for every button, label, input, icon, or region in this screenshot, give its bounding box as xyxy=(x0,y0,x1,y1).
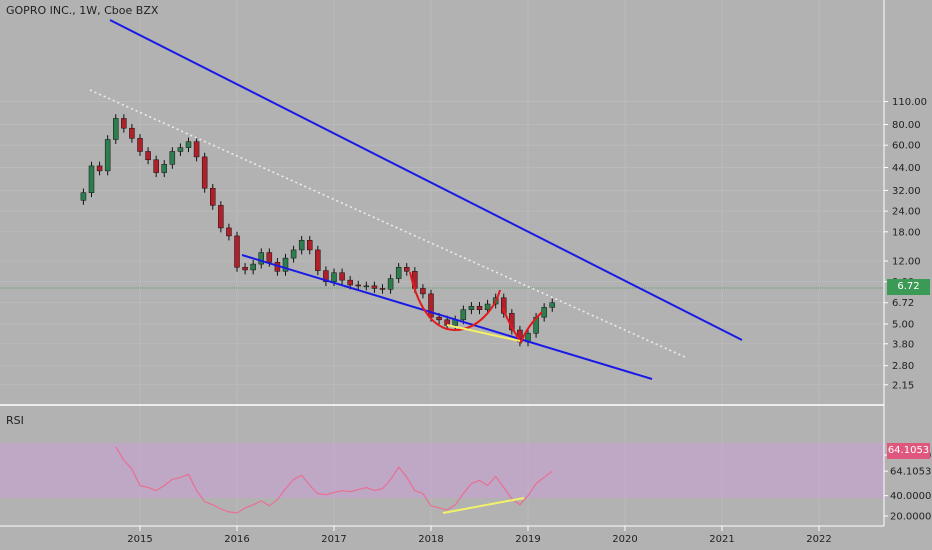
candle-body xyxy=(290,249,297,259)
price-tick-label: 44.00 xyxy=(892,163,921,174)
rsi-line xyxy=(115,446,553,514)
candle-body xyxy=(137,138,143,152)
candle-body xyxy=(460,309,467,321)
candle-body xyxy=(436,316,442,321)
price-tick-label: 80.00 xyxy=(892,120,921,131)
time-tick-label: 2018 xyxy=(418,534,443,545)
price-divergence-line[interactable] xyxy=(446,324,521,342)
last-price-badge: 6.72 xyxy=(887,279,930,295)
price-tick-label: 6.72 xyxy=(892,298,914,309)
candle-body xyxy=(177,147,184,152)
candle-body xyxy=(339,272,345,281)
candle-body xyxy=(104,139,111,172)
candle-body xyxy=(80,192,87,201)
candle-body xyxy=(145,151,151,161)
chart-title: GOPRO INC., 1W, Cboe BZX xyxy=(6,4,159,17)
candle-body xyxy=(250,263,256,271)
rsi-value-badge: 64.1053 xyxy=(887,443,930,459)
candle-body xyxy=(468,306,475,310)
candle-body xyxy=(169,151,176,165)
rsi-title: RSI xyxy=(6,414,24,427)
rsi-tick-label: 64.1053 xyxy=(890,467,931,478)
candle-body xyxy=(161,164,167,173)
price-tick-label: 60.00 xyxy=(892,141,921,152)
candle-body xyxy=(347,279,353,286)
candle-body xyxy=(282,257,289,272)
candle-body xyxy=(210,187,216,206)
candle-body xyxy=(404,267,410,272)
candle-body xyxy=(113,118,119,140)
grid-lines xyxy=(0,0,884,526)
candle-body xyxy=(387,278,394,290)
candle-body xyxy=(242,267,248,271)
candle-body xyxy=(323,270,329,282)
candle-body xyxy=(153,159,159,173)
price-tick-label: 3.80 xyxy=(892,339,914,350)
lower-trend-line[interactable] xyxy=(241,254,653,380)
time-axis-labels: 2015 2016 2017 2018 2019 2020 2021 2022 xyxy=(127,526,832,545)
price-axis-background xyxy=(884,0,932,526)
upper-trend-line[interactable] xyxy=(109,19,743,341)
candle-body xyxy=(201,156,208,189)
candle-body xyxy=(428,293,434,318)
candle-body xyxy=(363,285,370,288)
time-tick-label: 2020 xyxy=(612,534,637,545)
time-tick-label: 2019 xyxy=(515,534,540,545)
rsi-band xyxy=(0,443,884,498)
candle-body xyxy=(121,118,127,129)
candle-body xyxy=(315,249,321,271)
price-tick-label: 32.00 xyxy=(892,186,921,197)
time-tick-label: 2016 xyxy=(224,534,249,545)
candle-body xyxy=(185,141,192,148)
candle-body xyxy=(307,240,313,251)
candle-body xyxy=(484,303,491,310)
time-tick-label: 2015 xyxy=(127,534,152,545)
rsi-tick-label: 20.0000 xyxy=(890,512,931,523)
candle-body xyxy=(476,306,483,310)
candle-body xyxy=(395,267,402,279)
red-cup-curve[interactable] xyxy=(409,271,501,332)
rsi-tick-label: 40.0000 xyxy=(890,491,931,502)
candle-body xyxy=(266,252,273,263)
candle-body xyxy=(549,302,555,308)
candle-body xyxy=(355,284,361,287)
price-tick-label: 2.80 xyxy=(892,361,914,372)
price-tick-label: 2.15 xyxy=(892,380,914,391)
candle-body xyxy=(193,141,200,158)
price-tick-label: 18.00 xyxy=(892,227,921,238)
candle-body xyxy=(129,127,135,139)
candle-body xyxy=(298,240,305,251)
time-axis-background xyxy=(0,526,932,550)
candle-body xyxy=(331,272,337,282)
candle-body xyxy=(371,285,378,289)
price-tick-label: 110.00 xyxy=(892,97,927,108)
candle-body xyxy=(218,205,224,229)
candle-body xyxy=(226,227,232,237)
candle-body xyxy=(541,307,547,318)
candle-body xyxy=(258,252,264,265)
candle-body xyxy=(379,288,386,290)
price-tick-label: 12.00 xyxy=(892,257,921,268)
red-v-curve[interactable] xyxy=(502,307,543,345)
rsi-divergence-line[interactable] xyxy=(442,497,525,514)
time-tick-label: 2021 xyxy=(709,534,734,545)
dotted-mid-line[interactable] xyxy=(89,89,686,358)
candle-body xyxy=(420,288,426,295)
candle-body xyxy=(501,297,507,314)
candle-body xyxy=(234,235,240,268)
candle-body xyxy=(88,165,95,193)
price-tick-label: 5.00 xyxy=(892,320,914,331)
time-tick-label: 2022 xyxy=(806,534,831,545)
candle-body xyxy=(96,165,103,172)
time-tick-label: 2017 xyxy=(321,534,346,545)
price-tick-label: 24.00 xyxy=(892,207,921,218)
